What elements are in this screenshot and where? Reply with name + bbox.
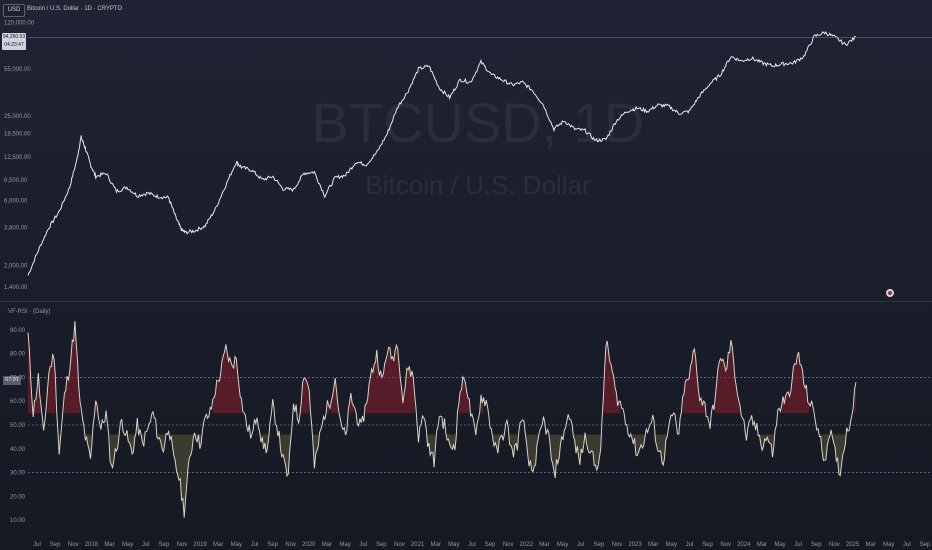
time-tick-label: May	[557, 542, 568, 548]
time-tick-label: Jul	[33, 542, 41, 548]
rsi-tick-label: 60.00	[10, 399, 26, 405]
time-tick-label: Sep	[50, 542, 61, 548]
price-tick-label: 55,000.00	[4, 67, 31, 73]
time-tick-label: 2024	[737, 542, 751, 548]
time-tick-label: 2018	[85, 542, 99, 548]
rsi-tick-label: 90.00	[10, 328, 26, 334]
rsi-overbought-fill	[28, 321, 856, 414]
rsi-series-line	[27, 321, 857, 518]
last-price-tag: 94,260.53 04:23:47	[2, 33, 26, 50]
last-price-value: 94,260.53	[2, 34, 26, 40]
price-tick-label: 2,000.00	[4, 264, 28, 270]
time-tick-label: Nov	[68, 542, 79, 548]
time-tick-label: 2021	[411, 542, 425, 548]
rsi-tick-label: 30.00	[10, 471, 26, 477]
indicator-title: VF-RSI · (Daily)	[8, 309, 51, 315]
price-tick-label: 3,800.00	[4, 226, 28, 232]
time-tick-label: Nov	[394, 542, 405, 548]
rsi-oversold-fill	[59, 434, 846, 518]
watermark-symbol: BTCUSD, 1D	[312, 91, 645, 154]
time-tick-label: Mar	[539, 542, 549, 548]
time-tick-label: 2025	[846, 542, 860, 548]
time-tick-label: 2020	[302, 542, 316, 548]
rsi-tick-label: 50.00	[10, 423, 26, 429]
price-tick-label: 8,500.00	[4, 178, 28, 184]
rsi-axis: 90.00 80.00 70.00 60.00 50.00 40.00 30.00 20.00…	[10, 328, 26, 524]
time-tick-label: Jul	[251, 542, 259, 548]
time-tick-label: Nov	[829, 542, 840, 548]
time-tick-label: Sep	[376, 542, 387, 548]
time-tick-label: Mar	[865, 542, 875, 548]
rsi-tick-label: 80.00	[10, 352, 26, 358]
time-tick-label: May	[122, 542, 133, 548]
time-tick-label: 2019	[193, 542, 207, 548]
rsi-tick-label: 10.00	[10, 518, 26, 524]
price-tick-label: 25,000.00	[4, 114, 31, 120]
price-axis: 120,000.00 55,000.00 25,000.00 18,500.00 12,…	[4, 21, 35, 291]
time-tick-label: Jul	[142, 542, 150, 548]
time-tick-label: Sep	[702, 542, 713, 548]
rsi-tick-label: 70.00	[10, 375, 26, 381]
time-tick-label: Jul	[686, 542, 694, 548]
time-tick-label: May	[883, 542, 894, 548]
time-tick-label: Mar	[648, 542, 658, 548]
time-tick-label: Jul	[468, 542, 476, 548]
price-tick-label: 6,000.00	[4, 199, 28, 205]
rsi-tick-label: 20.00	[10, 494, 26, 500]
rsi-last-value-tag: 67.91	[3, 376, 21, 385]
time-tick-label: May	[231, 542, 242, 548]
price-tick-label: 120,000.00	[4, 21, 35, 27]
countdown-value: 04:23:47	[4, 42, 24, 48]
rsi-fills	[28, 321, 856, 518]
time-tick-label: Sep	[920, 542, 931, 548]
price-tick-label: 1,400.00	[4, 285, 28, 291]
time-tick-label: May	[448, 542, 459, 548]
time-tick-label: Nov	[612, 542, 623, 548]
time-tick-label: Nov	[720, 542, 731, 548]
time-tick-label: May	[339, 542, 350, 548]
time-tick-label: 2023	[628, 542, 642, 548]
time-tick-label: Nov	[177, 542, 188, 548]
price-tick-label: 12,500.00	[4, 155, 31, 161]
time-tick-label: Mar	[213, 542, 223, 548]
time-tick-label: Jul	[577, 542, 585, 548]
currency-selector[interactable]: USD	[3, 4, 25, 17]
time-tick-label: Sep	[267, 542, 278, 548]
rsi-tick-label: 40.00	[10, 447, 26, 453]
rsi-levels	[28, 377, 932, 473]
jump-to-latest-button[interactable]	[886, 289, 894, 297]
chart-title: Bitcoin / U.S. Dollar · 1D · CRYPTO	[27, 6, 123, 12]
time-tick-label: May	[666, 542, 677, 548]
time-tick-label: Mar	[322, 542, 332, 548]
time-tick-label: Jul	[903, 542, 911, 548]
watermark-name: Bitcoin / U.S. Dollar	[365, 170, 591, 200]
time-axis: Jul Sep Nov 2018 Mar May Jul Sep Nov 2019 Mar May Ju…	[33, 542, 931, 548]
time-tick-label: Mar	[757, 542, 767, 548]
time-tick-label: Nov	[503, 542, 514, 548]
time-tick-label: 2022	[520, 542, 534, 548]
time-tick-label: Jul	[359, 542, 367, 548]
time-tick-label: Sep	[593, 542, 604, 548]
time-tick-label: Mar	[431, 542, 441, 548]
time-tick-label: Nov	[285, 542, 296, 548]
time-tick-label: Sep	[159, 542, 170, 548]
price-series-line	[27, 31, 857, 276]
time-tick-label: Sep	[485, 542, 496, 548]
time-tick-label: May	[774, 542, 785, 548]
time-tick-label: Sep	[811, 542, 822, 548]
time-tick-label: Jul	[794, 542, 802, 548]
time-tick-label: Mar	[104, 542, 114, 548]
price-tick-label: 18,500.00	[4, 132, 31, 138]
